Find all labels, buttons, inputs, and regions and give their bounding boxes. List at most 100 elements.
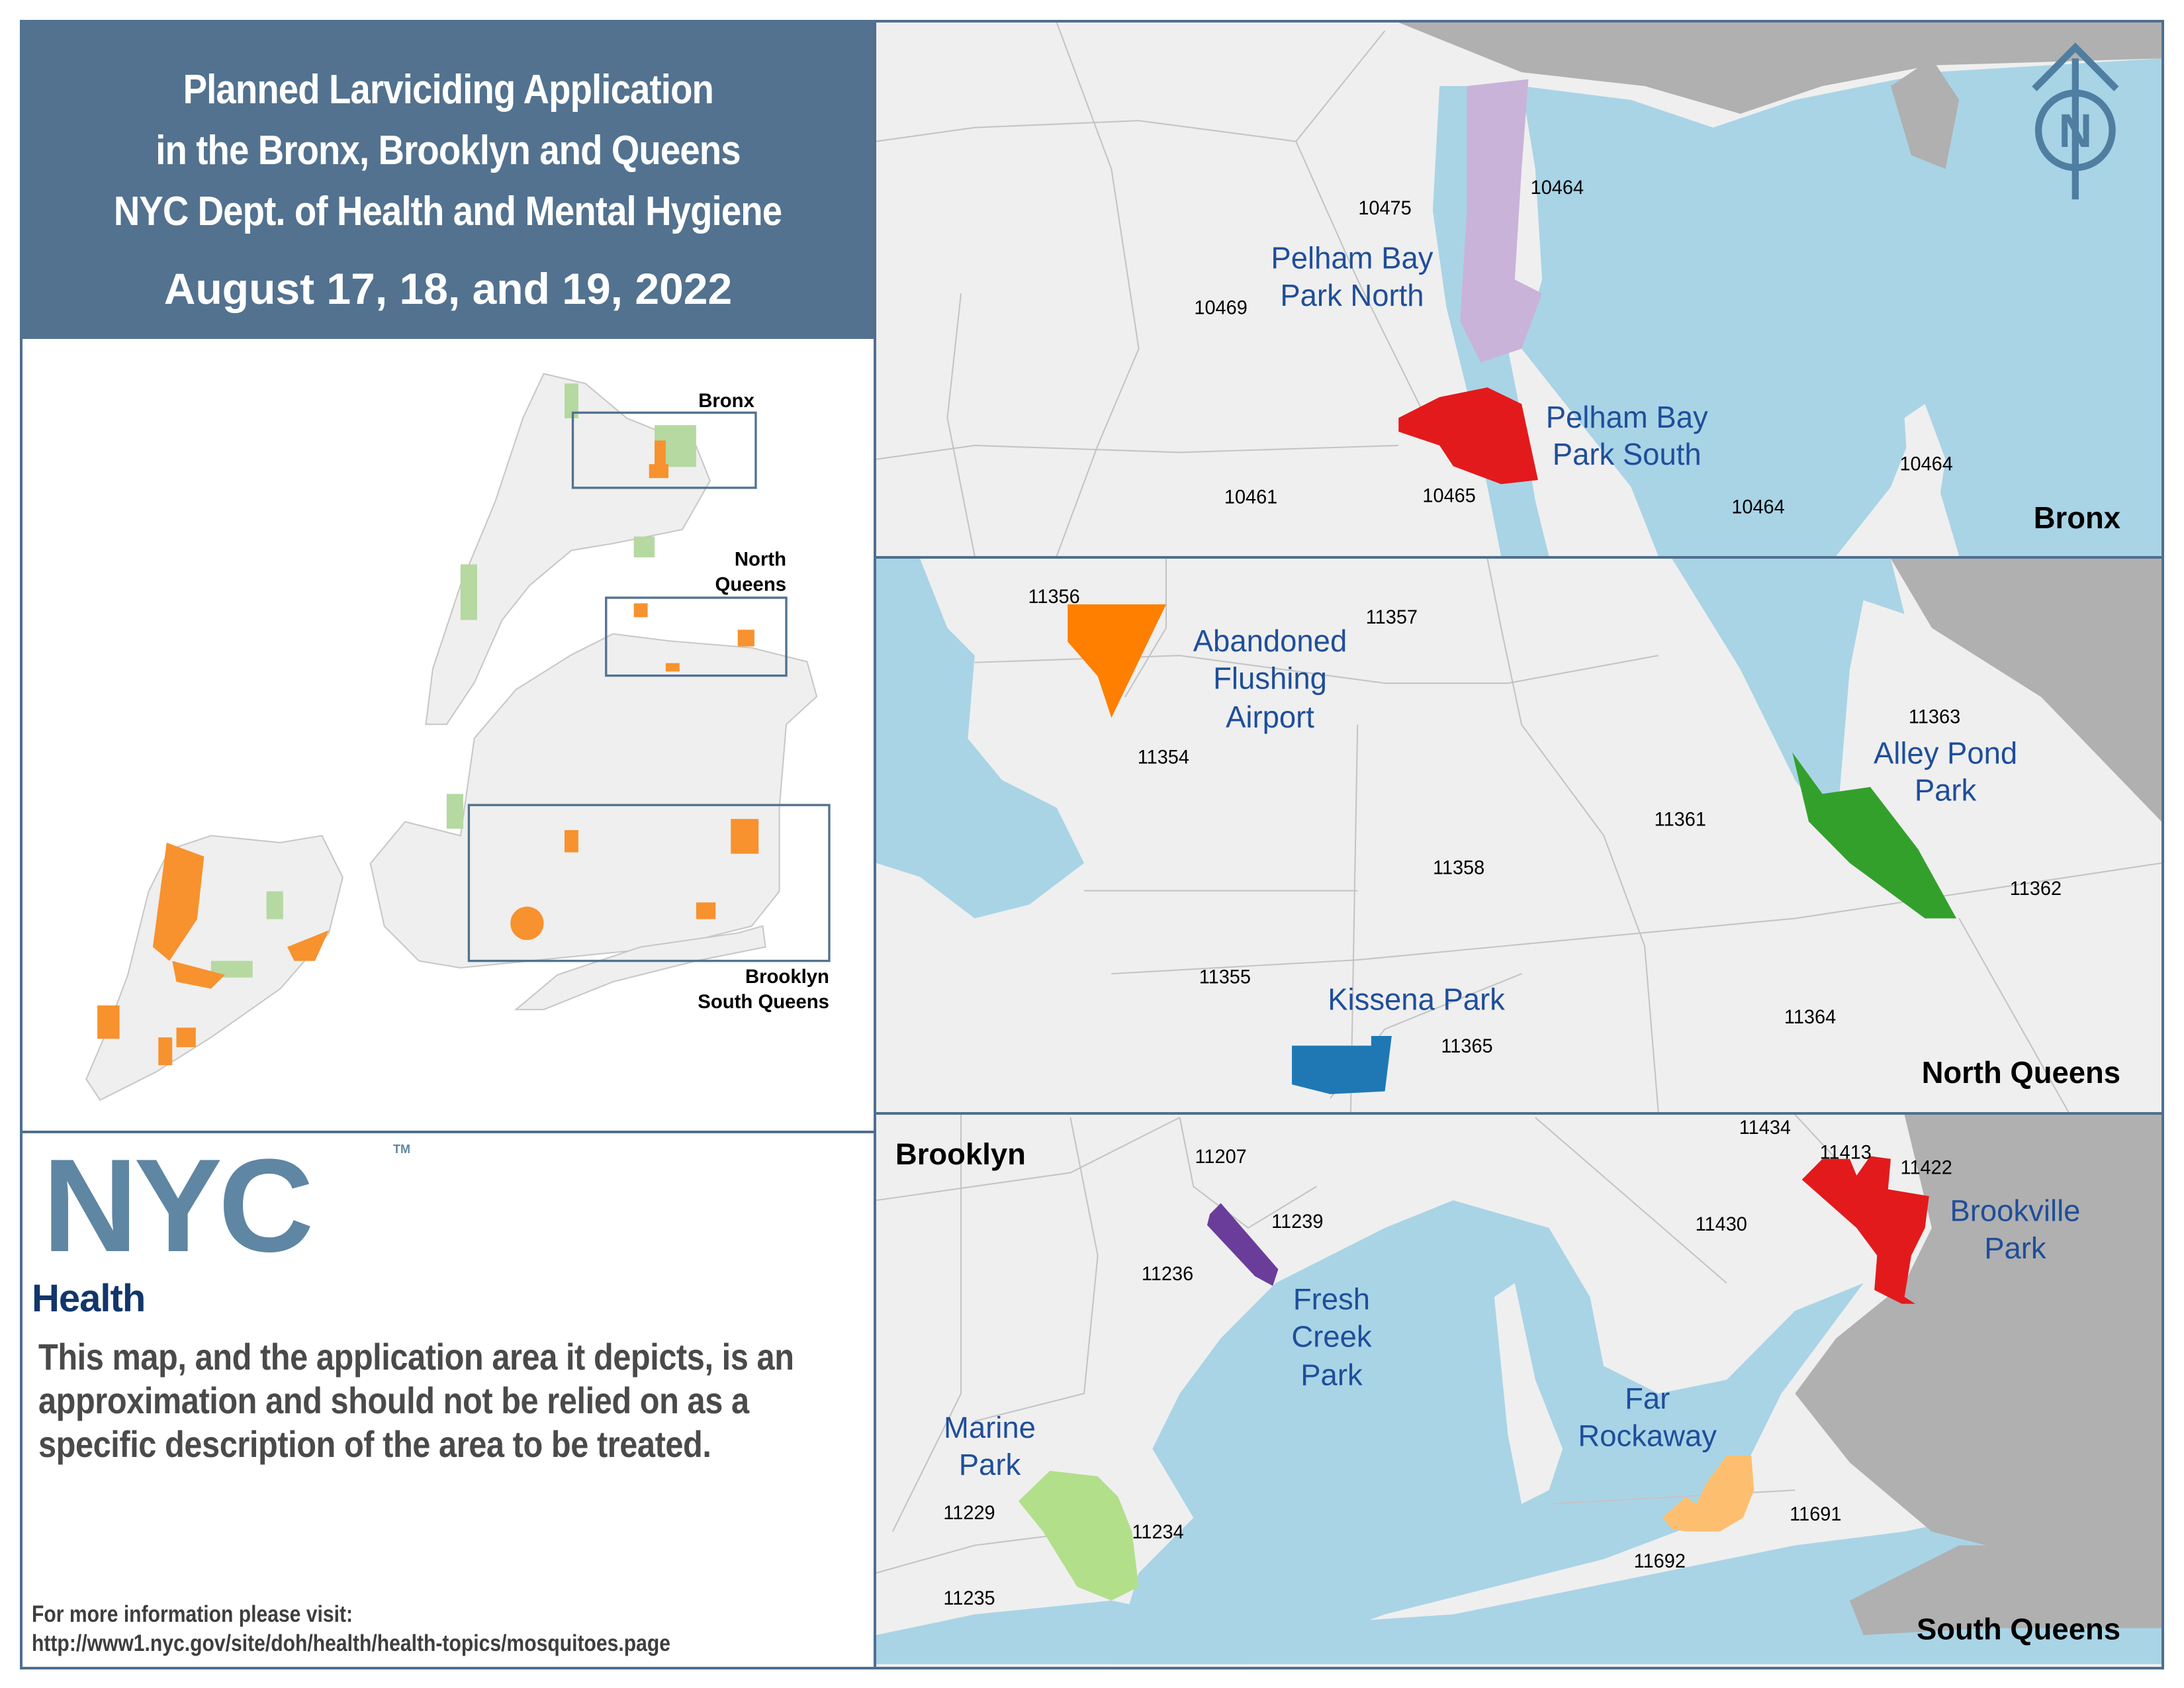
- zip-label: 11207: [1195, 1147, 1246, 1168]
- title-line-1: Planned Larviciding Application: [183, 67, 713, 113]
- inset-target: [731, 819, 759, 854]
- zip-boundaries: [876, 23, 1427, 556]
- park-pelham-bay-south-area: [1398, 387, 1538, 485]
- zip-label: 11422: [1901, 1158, 1952, 1179]
- north-arrow-icon: [2032, 42, 2119, 200]
- nyc-logo-trademark: TM: [393, 1143, 410, 1156]
- zip-label: 11691: [1790, 1504, 1841, 1525]
- inset-target: [172, 961, 225, 989]
- park-label-fresh-creek: Fresh: [1293, 1282, 1370, 1316]
- island: [1890, 58, 1960, 169]
- inset-target: [737, 630, 754, 647]
- water-little-neck-bay: [1672, 559, 1905, 835]
- north-arrow-letter: N: [2058, 105, 2092, 157]
- outside-land: [1795, 1115, 2161, 1587]
- title-line-3: NYC Dept. of Health and Mental Hygiene: [114, 189, 782, 234]
- region-label-bronx: Bronx: [2034, 501, 2121, 535]
- zip-label: 11413: [1820, 1143, 1872, 1164]
- brooklyn-south-queens-extent-box: [467, 804, 831, 962]
- zip-label: 11234: [1132, 1522, 1183, 1543]
- more-info: For more information please visit: http:…: [32, 1600, 840, 1658]
- zip-label: 11361: [1655, 809, 1706, 830]
- inset-target: [564, 829, 578, 853]
- inset-target: [665, 663, 680, 672]
- park-label-flushing-airport: Flushing: [1213, 661, 1327, 695]
- zip-label: 11229: [943, 1503, 995, 1524]
- inset-park: [266, 891, 283, 919]
- inset-label-south-queens: South Queens: [698, 991, 829, 1013]
- inset-target: [649, 464, 669, 479]
- park-label-pelham-north: Pelham Bay: [1271, 241, 1433, 275]
- inset-target: [97, 1005, 120, 1039]
- more-info-label: For more information please visit:: [32, 1601, 353, 1627]
- inset-target: [655, 440, 666, 471]
- park-label-alley-pond: Park: [1915, 774, 1977, 808]
- park-label-flushing-airport: Abandoned: [1193, 624, 1347, 658]
- zip-label: 11434: [1739, 1117, 1791, 1139]
- inset-target: [633, 603, 648, 618]
- zip-label: 10469: [1194, 297, 1247, 318]
- outside-land-south: [1849, 1545, 2161, 1636]
- more-info-link[interactable]: http://www1.nyc.gov/site/doh/health/heal…: [32, 1630, 670, 1656]
- zip-label: 10465: [1422, 485, 1475, 506]
- park-abandoned-flushing-airport-area: [1068, 604, 1166, 718]
- outside-land: [1890, 559, 2161, 822]
- park-label-flushing-airport: Airport: [1226, 700, 1314, 734]
- region-label-south-queens: South Queens: [1917, 1612, 2120, 1646]
- park-label-far-rockaway: Rockaway: [1578, 1419, 1717, 1452]
- info-panel: NYC TM Health This map, and the applicat…: [20, 1131, 876, 1669]
- inset-target: [176, 1027, 196, 1047]
- park-label-pelham-south: Park South: [1553, 438, 1702, 471]
- ocean: [876, 1476, 2161, 1664]
- park-label-marine: Park: [959, 1448, 1021, 1481]
- zip-label: 11365: [1441, 1036, 1492, 1057]
- park-label-pelham-south: Pelham Bay: [1546, 400, 1708, 434]
- zip-label: 11356: [1028, 586, 1079, 608]
- inset-target: [152, 842, 205, 961]
- inset-label-brooklyn: Brooklyn: [745, 966, 829, 988]
- zip-label: 11239: [1271, 1211, 1323, 1233]
- zip-label: 11362: [2010, 878, 2062, 900]
- application-dates: August 17, 18, and 19, 2022: [163, 264, 733, 313]
- zip-label: 11364: [1784, 1007, 1836, 1028]
- inset-target-areas: [97, 440, 759, 1066]
- zip-label: 11236: [1142, 1264, 1193, 1285]
- inset-target: [287, 930, 329, 961]
- south-queens-map-panel: Brooklyn 11207 11434 11413 11422 11239 1…: [874, 1112, 2164, 1669]
- inset-target: [510, 906, 544, 941]
- inset-target: [696, 902, 716, 919]
- zip-label: 10464: [1899, 453, 1952, 475]
- park-label-fresh-creek: Park: [1300, 1358, 1363, 1391]
- park-label-kissena: Kissena Park: [1328, 982, 1505, 1016]
- park-label-pelham-north: Park North: [1280, 279, 1424, 312]
- park-kissena-area: [1292, 1036, 1392, 1094]
- island-south: [1904, 404, 1946, 549]
- inset-park: [633, 536, 655, 558]
- inset-park: [564, 383, 578, 418]
- zip-label: 11430: [1696, 1214, 1747, 1235]
- queens-brooklyn-landmass: [369, 633, 818, 969]
- zip-label: 10461: [1224, 487, 1277, 508]
- park-label-fresh-creek: Creek: [1291, 1319, 1371, 1353]
- park-fresh-creek-area: [1206, 1203, 1279, 1286]
- park-label-brookville: Park: [1984, 1231, 2046, 1265]
- inset-label-queens: Queens: [715, 573, 787, 595]
- zip-label: 11354: [1138, 747, 1189, 768]
- title-panel: Planned Larviciding Application in the B…: [20, 20, 876, 340]
- title-line-2: in the Bronx, Brooklyn and Queens: [156, 128, 741, 173]
- zip-label: 11355: [1199, 966, 1251, 988]
- park-marine-area: [1018, 1470, 1139, 1601]
- inset-label-bronx: Bronx: [698, 390, 754, 412]
- zip-boundaries: [876, 1115, 1837, 1574]
- park-label-far-rockaway: Far: [1625, 1382, 1670, 1415]
- inset-park: [460, 564, 477, 620]
- zip-label: 11363: [1909, 707, 1960, 728]
- park-label-brookville: Brookville: [1950, 1194, 2080, 1227]
- zip-label: 10464: [1731, 496, 1784, 518]
- broad-channel-island: [1494, 1283, 1563, 1504]
- rockaway-peninsula: [514, 925, 766, 1011]
- water-west: [876, 559, 1085, 919]
- region-label-north-queens: North Queens: [1922, 1056, 2120, 1090]
- park-pelham-bay-north-area: [1460, 79, 1543, 363]
- region-label-brooklyn: Brooklyn: [895, 1137, 1026, 1171]
